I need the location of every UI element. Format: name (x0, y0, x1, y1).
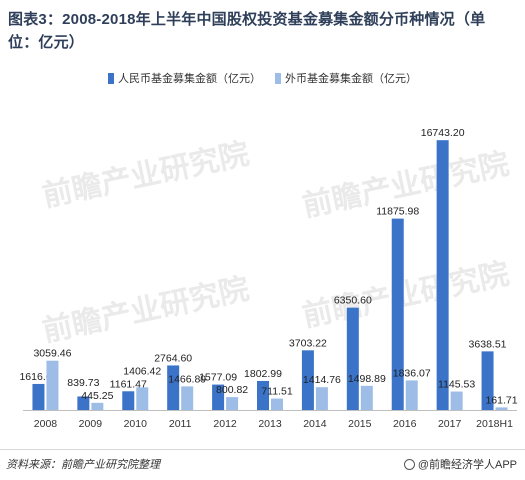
x-tick-label: 2008 (34, 418, 58, 430)
bar-fx (136, 387, 149, 410)
x-tick-label: 2013 (258, 418, 282, 430)
x-tick-label: 2016 (393, 418, 417, 430)
bar-fx (315, 387, 328, 410)
value-label-fx: 1498.89 (348, 373, 386, 385)
value-label-fx: 711.51 (261, 386, 292, 398)
x-tick-label: 2011 (169, 418, 192, 430)
bar-rmb (346, 307, 359, 410)
bar-fx (405, 380, 418, 410)
value-label-fx: 1466.89 (168, 373, 206, 385)
bar-chart: 1616.613059.462008839.73445.2520091161.4… (19, 127, 517, 430)
value-label-fx: 1145.53 (438, 379, 475, 391)
value-label-rmb: 6350.60 (334, 295, 372, 307)
x-tick-label: 2010 (124, 418, 148, 430)
x-tick-label: 2014 (303, 418, 327, 430)
bar-rmb (481, 351, 494, 410)
value-label-fx: 800.82 (216, 384, 248, 396)
bar-fx (495, 407, 508, 410)
value-label-fx: 445.25 (81, 390, 113, 402)
value-label-rmb: 1802.99 (244, 368, 282, 380)
bar-rmb (122, 391, 135, 410)
bar-fx (271, 398, 283, 410)
footer: 资料来源：前瞻产业研究院整理 @前瞻经济学人APP (0, 449, 525, 480)
value-label-rmb: 1577.09 (199, 372, 237, 384)
value-label-rmb: 839.73 (67, 377, 99, 389)
value-label-fx: 161.71 (485, 394, 517, 406)
value-label-fx: 1414.76 (303, 374, 341, 386)
bar-fx (360, 385, 373, 410)
bar-fx (91, 402, 104, 410)
x-tick-label: 2017 (438, 418, 462, 430)
value-label-rmb: 16743.20 (421, 127, 465, 139)
brand-credit: @前瞻经济学人APP (403, 456, 517, 472)
value-label-rmb: 11875.98 (376, 206, 419, 218)
bar-rmb (301, 350, 314, 410)
chart-title: 图表3：2008-2018年上半年中国股权投资基金募集金额分币种情况（单位：亿元… (8, 11, 486, 51)
legend-label-rmb: 人民币基金募集金额（亿元） (118, 73, 261, 85)
legend-item-fx: 外币基金募集金额（亿元） (275, 70, 417, 86)
bar-rmb (257, 380, 269, 410)
bar-rmb (77, 396, 90, 410)
brand-label: @前瞻经济学人APP (417, 459, 517, 471)
bar-rmb (391, 218, 404, 410)
legend-label-fx: 外币基金募集金额（亿元） (285, 73, 417, 85)
legend-item-rmb: 人民币基金募集金额（亿元） (108, 70, 261, 86)
legend-swatch-fx (275, 72, 281, 84)
source-note: 资料来源：前瞻产业研究院整理 (6, 459, 160, 471)
bar-rmb (212, 384, 225, 410)
value-label-fx: 3059.46 (33, 348, 71, 360)
x-tick-label: 2009 (79, 418, 103, 430)
value-label-rmb: 3638.51 (469, 338, 507, 350)
x-tick-label: 2018H1 (476, 418, 513, 430)
brand-logo-icon (403, 458, 415, 470)
bar-fx (181, 386, 194, 410)
bar-rmb (32, 383, 45, 410)
value-label-rmb: 2764.60 (154, 352, 192, 364)
chart-legend: 人民币基金募集金额（亿元） 外币基金募集金额（亿元） (0, 70, 525, 86)
bar-fx (450, 391, 463, 410)
value-label-rmb: 1161.47 (110, 378, 147, 390)
bar-fx (46, 360, 59, 410)
bar-rmb (167, 365, 180, 410)
legend-swatch-rmb (108, 72, 114, 84)
value-label-fx: 1836.07 (393, 367, 431, 379)
bar-fx (226, 397, 239, 410)
bar-rmb (436, 140, 449, 410)
x-tick-label: 2015 (348, 418, 372, 430)
x-tick-label: 2012 (213, 418, 237, 430)
value-label-rmb: 3703.22 (289, 337, 327, 349)
value-label-fx: 1406.42 (123, 365, 161, 377)
